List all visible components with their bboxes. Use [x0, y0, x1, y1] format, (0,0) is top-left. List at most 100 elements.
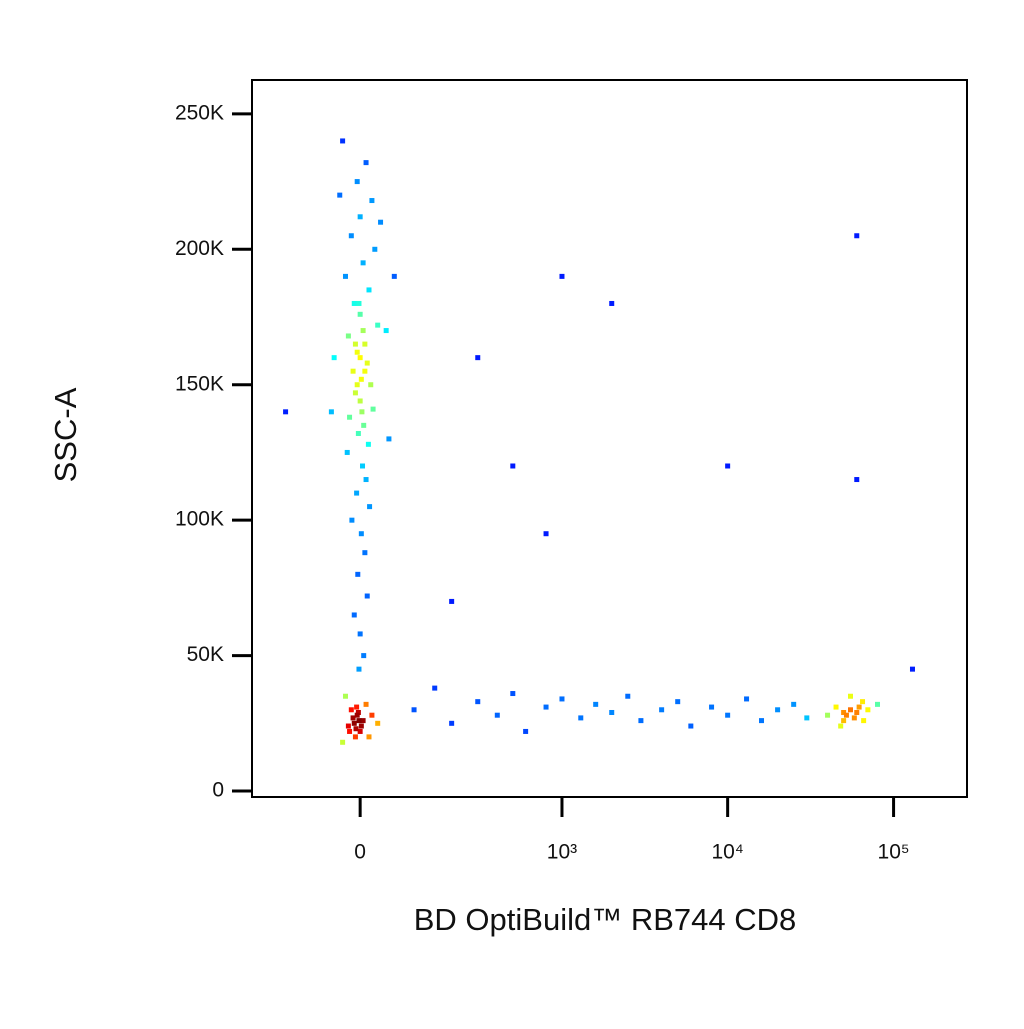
data-point — [354, 490, 360, 496]
y-tick-label: 200K — [175, 237, 224, 260]
data-point — [347, 414, 353, 420]
data-point — [359, 409, 365, 415]
x-axis-label: BD OptiBuild™ RB744 CD8 — [414, 902, 797, 937]
data-point — [362, 550, 368, 556]
data-point — [354, 179, 360, 185]
data-point — [847, 707, 853, 713]
data-point — [833, 704, 839, 710]
data-point — [360, 718, 366, 724]
data-point — [475, 699, 481, 705]
data-point — [825, 712, 831, 718]
data-point — [351, 300, 357, 306]
data-point — [860, 699, 866, 705]
data-point — [449, 720, 455, 726]
data-point — [340, 138, 346, 144]
data-point — [283, 409, 289, 415]
data-point — [494, 712, 500, 718]
y-tick-label: 250K — [175, 101, 224, 124]
data-point — [709, 704, 715, 710]
data-point — [432, 685, 438, 691]
data-point — [354, 712, 360, 718]
data-point — [358, 376, 364, 382]
data-point — [523, 728, 529, 734]
data-point — [357, 214, 363, 220]
data-point — [345, 333, 351, 339]
data-point — [350, 368, 356, 374]
data-point — [365, 441, 371, 447]
data-point — [351, 612, 357, 618]
data-point — [909, 666, 915, 672]
data-point — [874, 701, 880, 707]
data-point — [364, 593, 370, 599]
data-point — [854, 477, 860, 483]
data-point — [358, 723, 364, 729]
y-tick-label: 0 — [212, 779, 224, 802]
data-point — [675, 699, 681, 705]
data-point — [375, 322, 381, 328]
data-point — [355, 709, 361, 715]
data-point — [366, 734, 372, 740]
data-point — [356, 718, 362, 724]
data-point — [411, 707, 417, 713]
data-point — [847, 693, 853, 699]
data-point — [363, 477, 369, 483]
data-point — [352, 734, 358, 740]
data-point — [348, 233, 354, 239]
data-point — [357, 631, 363, 637]
data-point — [383, 328, 389, 334]
plot-frame — [251, 79, 968, 798]
data-point — [355, 571, 361, 577]
data-point — [342, 273, 348, 279]
data-point — [366, 287, 372, 293]
data-point — [362, 341, 368, 347]
data-point — [510, 691, 516, 697]
data-point — [356, 300, 362, 306]
y-tick-label: 100K — [175, 508, 224, 531]
data-point — [344, 449, 350, 455]
data-point — [609, 709, 615, 715]
data-point — [510, 463, 516, 469]
data-point — [854, 233, 860, 239]
data-point — [356, 666, 362, 672]
data-point — [354, 704, 360, 710]
data-point — [352, 341, 358, 347]
data-point — [360, 463, 366, 469]
data-point — [854, 709, 860, 715]
data-point — [578, 715, 584, 721]
data-point — [368, 382, 374, 388]
x-tick-label: 0 — [354, 841, 366, 864]
data-point — [349, 517, 355, 523]
data-point — [370, 406, 376, 412]
data-point — [347, 728, 353, 734]
data-point — [841, 718, 847, 724]
data-point — [360, 260, 366, 266]
data-point — [350, 715, 356, 721]
data-point — [841, 709, 847, 715]
data-point — [449, 598, 455, 604]
data-point — [337, 192, 343, 198]
data-point — [363, 160, 369, 166]
data-point — [856, 704, 862, 710]
data-point — [378, 219, 384, 225]
data-point — [361, 422, 367, 428]
data-point — [865, 707, 871, 713]
data-point — [362, 368, 368, 374]
data-point — [543, 704, 549, 710]
data-point — [625, 693, 631, 699]
data-point — [354, 382, 360, 388]
data-point — [360, 328, 366, 334]
data-point — [609, 300, 615, 306]
data-point — [543, 531, 549, 537]
x-tick-label: 10⁵ — [878, 841, 910, 864]
data-point — [559, 273, 565, 279]
y-tick-label: 50K — [187, 643, 224, 666]
data-point — [375, 720, 381, 726]
y-axis-label: SSC-A — [48, 387, 83, 482]
data-point — [351, 720, 357, 726]
data-point — [804, 715, 810, 721]
data-point — [345, 723, 351, 729]
data-point — [475, 355, 481, 361]
data-point — [361, 653, 367, 659]
